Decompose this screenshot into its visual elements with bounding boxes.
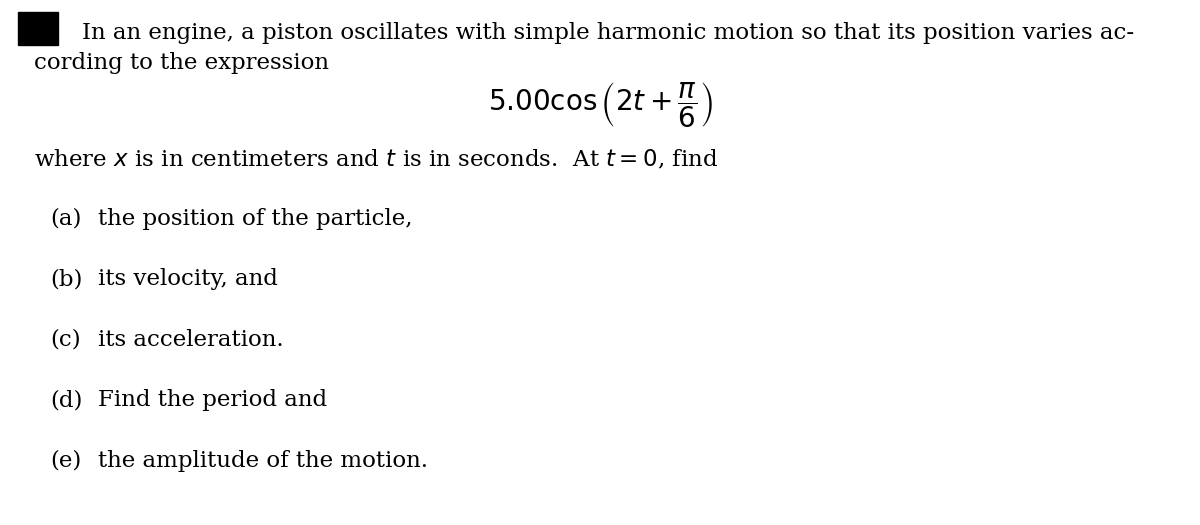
Text: its velocity, and: its velocity, and — [98, 268, 278, 290]
Text: where $x$ is in centimeters and $t$ is in seconds.  At $t = 0$, find: where $x$ is in centimeters and $t$ is i… — [34, 148, 718, 171]
Text: (d): (d) — [50, 389, 83, 411]
Text: its acceleration.: its acceleration. — [98, 329, 284, 351]
Text: In an engine, a piston oscillates with simple harmonic motion so that its positi: In an engine, a piston oscillates with s… — [82, 22, 1134, 44]
Text: (b): (b) — [50, 268, 83, 290]
Text: the position of the particle,: the position of the particle, — [98, 208, 413, 230]
Text: $5.00 \cos \left( 2t + \dfrac{\pi}{6} \right)$: $5.00 \cos \left( 2t + \dfrac{\pi}{6} \r… — [487, 80, 713, 130]
Text: (a): (a) — [50, 208, 82, 230]
Text: (e): (e) — [50, 449, 82, 471]
Text: the amplitude of the motion.: the amplitude of the motion. — [98, 449, 428, 471]
FancyBboxPatch shape — [18, 12, 58, 45]
Text: Find the period and: Find the period and — [98, 389, 328, 411]
Text: cording to the expression: cording to the expression — [34, 52, 329, 74]
Text: (c): (c) — [50, 329, 82, 351]
